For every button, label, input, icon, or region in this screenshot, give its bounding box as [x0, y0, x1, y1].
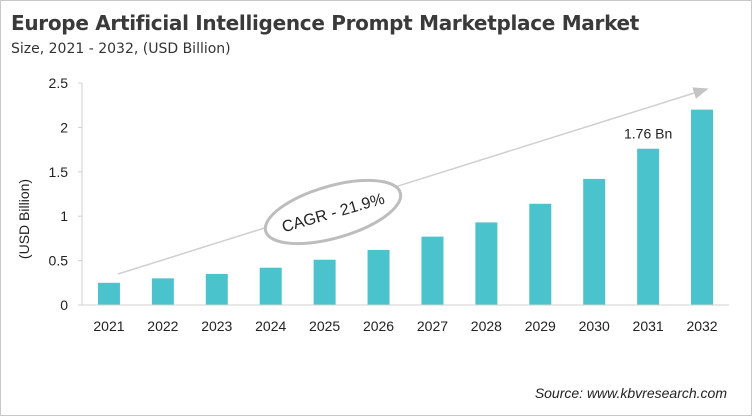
bar-2026	[367, 249, 390, 305]
x-tick-label: 2030	[579, 318, 610, 334]
x-tick-label: 2028	[471, 318, 502, 334]
x-tick-label: 2023	[201, 318, 232, 334]
y-tick-label: 2.5	[49, 75, 69, 91]
bar-2021	[97, 282, 120, 305]
x-tick-label: 2032	[686, 318, 717, 334]
chart-title: Europe Artificial Intelligence Prompt Ma…	[11, 11, 640, 35]
bar-2031	[637, 148, 660, 305]
bar-2023	[205, 273, 228, 305]
chart-subtitle: Size, 2021 - 2032, (USD Billion)	[11, 41, 231, 57]
cagr-ellipse	[263, 178, 403, 246]
bar-2024	[259, 267, 282, 305]
source-note: Source: www.kbvresearch.com	[534, 385, 727, 401]
x-tick-label: 2026	[363, 318, 394, 334]
x-tick-label: 2027	[417, 318, 448, 334]
x-tick-label: 2022	[147, 318, 178, 334]
bar-2032	[691, 109, 714, 305]
bar-2022	[151, 278, 174, 305]
x-tick-label: 2025	[309, 318, 340, 334]
x-tick-label: 2021	[93, 318, 124, 334]
x-tick-label: 2029	[525, 318, 556, 334]
y-axis-label: (USD Billion)	[16, 179, 32, 259]
data-label: 1.76 Bn	[624, 126, 672, 142]
y-tick-label: 2	[60, 119, 68, 135]
bar-2029	[529, 203, 552, 305]
y-tick-label: 0	[60, 297, 68, 313]
x-tick-label: 2024	[255, 318, 286, 334]
y-tick-label: 1.5	[49, 164, 69, 180]
x-tick-label: 2031	[633, 318, 664, 334]
cagr-arrow	[117, 87, 709, 275]
bar-2025	[313, 259, 336, 305]
y-tick-label: 0.5	[49, 253, 69, 269]
bar-2027	[421, 236, 444, 305]
bar-2030	[583, 178, 606, 305]
bar-2028	[475, 222, 498, 305]
y-tick-label: 1	[60, 208, 68, 224]
